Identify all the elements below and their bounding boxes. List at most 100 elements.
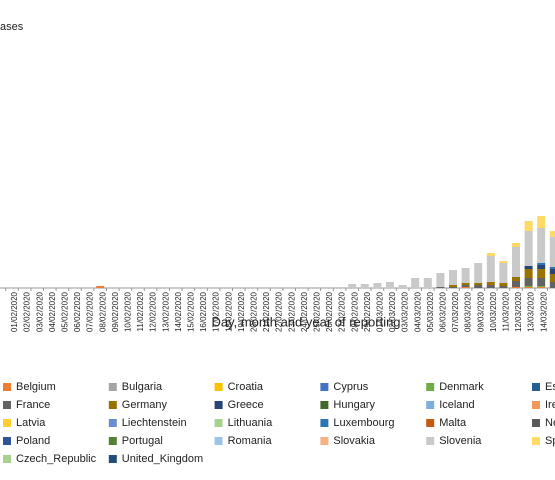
bar-segment	[335, 287, 344, 288]
bar-segment	[423, 278, 432, 288]
bar-segment	[348, 284, 357, 288]
legend-label: Latvia	[16, 417, 46, 429]
x-tick-label: 09/03/2020	[476, 291, 485, 332]
x-tick-label: 20/02/2020	[250, 291, 259, 332]
x-tick-label: 03/02/2020	[35, 291, 44, 332]
legend-swatch	[3, 455, 11, 463]
bar-segment	[449, 285, 457, 287]
bar-segment	[499, 263, 508, 283]
x-tick-label: 06/02/2020	[73, 291, 82, 332]
legend-label: Belgium	[16, 381, 56, 393]
legend-swatch	[3, 401, 11, 409]
bar-segment	[461, 287, 470, 288]
x-tick-label: 04/03/2020	[413, 291, 422, 332]
x-tick-label: 24/02/2020	[300, 291, 309, 332]
bar-segment	[297, 287, 306, 288]
x-tick-label: 17/02/2020	[212, 291, 221, 332]
legend-label: Malta	[439, 417, 467, 429]
bar-segment	[549, 282, 555, 288]
x-tick-label: 15/02/2020	[187, 291, 196, 332]
bar-segment	[549, 269, 555, 274]
bar-segment	[524, 287, 533, 288]
legend-label: Romania	[228, 435, 273, 447]
legend-swatch	[108, 383, 117, 391]
bar-segment	[461, 268, 470, 283]
bar-segment	[537, 216, 546, 228]
legend-label: Bulgaria	[122, 381, 163, 393]
x-tick-label: 29/02/2020	[363, 291, 372, 332]
x-tick-label: 01/03/2020	[376, 291, 385, 332]
legend-swatch	[426, 419, 435, 427]
bar-segment	[537, 265, 546, 269]
legend-label: Ne	[545, 417, 555, 429]
bar-segment	[373, 283, 382, 288]
x-axis-title: Day, month and year of reporting	[211, 314, 400, 329]
bar-segment	[512, 277, 520, 281]
bar-segment	[474, 285, 483, 288]
bar-segment	[486, 253, 495, 256]
legend-swatch	[532, 383, 540, 391]
legend-label: Slovakia	[333, 435, 375, 447]
bar-segment	[411, 278, 420, 288]
bar-segment	[549, 274, 555, 282]
bar-segment	[524, 269, 533, 278]
bar-segment	[474, 263, 483, 283]
x-tick-label: 27/02/2020	[338, 291, 347, 332]
legend-swatch	[320, 419, 329, 427]
x-tick-label: 07/03/2020	[451, 291, 460, 332]
bar-segment	[537, 269, 546, 278]
legend-label: Czech_Republic	[16, 453, 97, 465]
x-tick-label: 05/02/2020	[61, 291, 70, 332]
x-tick-label: 11/02/2020	[136, 291, 145, 331]
bar-segment	[499, 283, 508, 286]
x-tick-label: 02/03/2020	[388, 291, 397, 332]
legend-label: Poland	[16, 435, 50, 447]
legend-swatch	[3, 383, 11, 391]
bar-segment	[549, 231, 555, 237]
x-tick-label: 21/02/2020	[262, 291, 271, 332]
legend-swatch	[532, 437, 540, 445]
bar-segment	[512, 243, 520, 247]
x-tick-label: 09/02/2020	[111, 291, 120, 332]
bar-segment	[449, 270, 457, 285]
bar-segment	[524, 266, 533, 269]
x-tick-label: 06/03/2020	[439, 291, 448, 332]
bar-segment	[537, 287, 546, 288]
bar-segment	[524, 231, 533, 266]
legend-label: Portugal	[122, 435, 163, 447]
legend-label: Slovenia	[439, 435, 482, 447]
legend-swatch	[320, 437, 329, 445]
x-tick-label: 10/02/2020	[124, 291, 133, 332]
x-tick-label: 23/02/2020	[287, 291, 296, 332]
legend-swatch	[532, 419, 540, 427]
bar-segment	[537, 278, 546, 286]
bar-segment	[436, 287, 445, 288]
legend-label: Luxembourg	[333, 417, 394, 429]
legend-label: Hungary	[333, 399, 375, 411]
legend-swatch	[426, 437, 435, 445]
bar-segment	[461, 283, 470, 285]
x-tick-label: 04/02/2020	[48, 291, 57, 332]
bar-segment	[398, 285, 407, 288]
x-tick-label: 16/02/2020	[199, 291, 208, 332]
legend-label: Liechtenstein	[122, 417, 187, 429]
x-tick-label: 13/03/2020	[527, 291, 536, 332]
legend-swatch	[3, 419, 11, 427]
legend-swatch	[108, 437, 117, 445]
legend-swatch	[3, 437, 11, 445]
x-tick-label: 05/03/2020	[426, 291, 435, 332]
legend-label: Iceland	[439, 399, 474, 411]
bar-segment	[499, 286, 508, 288]
x-tick-label: 08/02/2020	[98, 291, 107, 332]
x-tick-label: 02/02/2020	[23, 291, 32, 332]
bar-segment	[549, 237, 555, 267]
legend-swatch	[108, 419, 117, 427]
legend-label: Croatia	[228, 381, 264, 393]
legend-label: Greece	[228, 399, 264, 411]
x-tick-label: 14/03/2020	[539, 291, 548, 332]
legend-swatch	[532, 401, 540, 409]
bar-segment	[537, 286, 546, 287]
legend-swatch	[320, 401, 329, 409]
bar-segment	[360, 284, 369, 288]
